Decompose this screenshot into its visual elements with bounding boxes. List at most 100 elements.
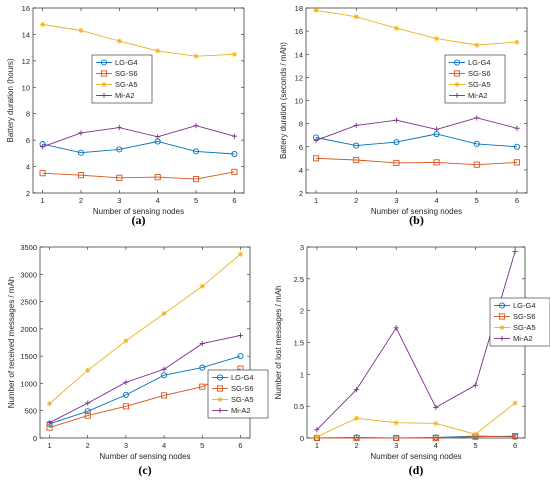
data-point (122, 403, 129, 410)
legend-marker (101, 81, 107, 88)
series-line (316, 251, 516, 431)
data-point (237, 332, 244, 339)
legend-marker (217, 407, 223, 414)
y-tick-label: 4 (299, 166, 303, 175)
data-point (512, 400, 518, 406)
x-axis-label: Number of sensing nodes (371, 207, 462, 216)
data-point (353, 434, 360, 442)
data-point (433, 126, 440, 133)
y-tick-label: 0 (300, 434, 304, 443)
legend: LG-G4 SG-S6 SG-A5 Mi-A2 (444, 54, 506, 104)
x-tick-label: 6 (515, 196, 519, 205)
data-point (314, 434, 320, 440)
series-line (42, 171, 235, 180)
x-tick-label: 2 (354, 441, 358, 450)
y-axis-label: Battery duration (seconds / mAh) (279, 42, 288, 159)
legend-entry: SG-S6 (115, 69, 138, 78)
data-point (393, 420, 399, 426)
legend-marker (216, 385, 224, 392)
data-point (393, 325, 399, 331)
y-tick-label: 2 (300, 307, 304, 316)
y-tick-label: 1500 (20, 352, 37, 361)
x-tick-label: 2 (354, 196, 358, 205)
legend: LG-G4 SG-S6 SG-A5 Mi-A2 (91, 54, 153, 104)
y-tick-label: 14 (295, 50, 303, 59)
data-point (393, 434, 400, 442)
data-point (353, 415, 360, 421)
series-line (42, 141, 235, 155)
legend-marker (217, 396, 223, 403)
series-sg-s6 (313, 433, 519, 442)
data-point (514, 39, 520, 45)
y-tick-label: 2000 (20, 325, 37, 334)
data-point (393, 117, 400, 123)
data-point (231, 150, 238, 158)
chart-panel-4: 0 0.5 1 1.5 2 2.5 3 1 2 3 4 5 6 Number of sensing nod… (274, 243, 550, 477)
legend-marker (498, 302, 506, 309)
data-point (393, 159, 400, 166)
y-tick-label: 4 (26, 163, 30, 172)
data-point (155, 48, 161, 54)
data-point (514, 125, 520, 131)
data-point (473, 161, 480, 168)
x-tick-label: 6 (232, 196, 236, 205)
series-line (315, 133, 518, 148)
x-tick-label: 2 (79, 196, 83, 205)
panel-caption: (c) (138, 463, 151, 477)
data-point (353, 142, 360, 149)
x-axis-label: Number of sensing nodes (370, 452, 461, 461)
y-tick-label: 3000 (20, 270, 37, 279)
y-tick-label: 2 (26, 189, 30, 198)
data-point (161, 372, 168, 379)
data-point (116, 38, 122, 44)
data-point (199, 283, 205, 289)
y-axis-label: Number of received messages / mAh (7, 277, 16, 409)
data-point (84, 412, 91, 419)
series-sg-a5 (46, 251, 244, 407)
series-sg-a5 (314, 400, 518, 440)
y-tick-label: 18 (295, 4, 303, 13)
y-axis-label: Battery duration (hours) (6, 58, 15, 142)
x-tick-label: 2 (86, 441, 90, 450)
data-point (116, 124, 122, 131)
data-point (353, 156, 360, 164)
y-tick-label: 12 (22, 57, 30, 66)
panel-caption: (b) (409, 213, 424, 227)
series-line (316, 435, 516, 439)
data-point (77, 172, 85, 179)
legend-entry: Mi-A2 (468, 91, 488, 100)
data-point (353, 122, 359, 128)
data-point (123, 379, 129, 385)
series-mi-a2 (46, 332, 244, 426)
panel-caption: (a) (132, 213, 146, 227)
legend: LG-G4 SG-S6 SG-A5 Mi-A2 (489, 297, 550, 347)
y-tick-label: 10 (295, 97, 303, 106)
legend-entry: LG-G4 (231, 373, 254, 382)
legend-entry: Mi-A2 (115, 91, 135, 100)
legend-entry: SG-A5 (115, 80, 138, 89)
x-tick-label: 6 (513, 441, 517, 450)
legend-marker (499, 335, 505, 342)
data-point (313, 137, 319, 143)
y-tick-label: 1 (300, 370, 304, 379)
series-sg-s6 (39, 168, 238, 183)
x-tick-label: 1 (314, 196, 318, 205)
series-mi-a2 (314, 248, 518, 433)
data-point (161, 310, 167, 317)
data-point (46, 401, 53, 407)
y-tick-label: 6 (299, 143, 303, 152)
plot-area (306, 246, 526, 439)
data-point (433, 404, 439, 411)
x-tick-label: 5 (194, 196, 198, 205)
legend-marker (100, 59, 108, 66)
legend-entry: Mi-A2 (513, 334, 533, 343)
data-point (237, 251, 244, 257)
x-tick-label: 1 (315, 441, 319, 450)
data-point (474, 115, 480, 121)
y-tick-label: 16 (295, 27, 303, 36)
data-point (123, 338, 129, 344)
data-point (46, 420, 53, 426)
legend-box (91, 54, 153, 104)
